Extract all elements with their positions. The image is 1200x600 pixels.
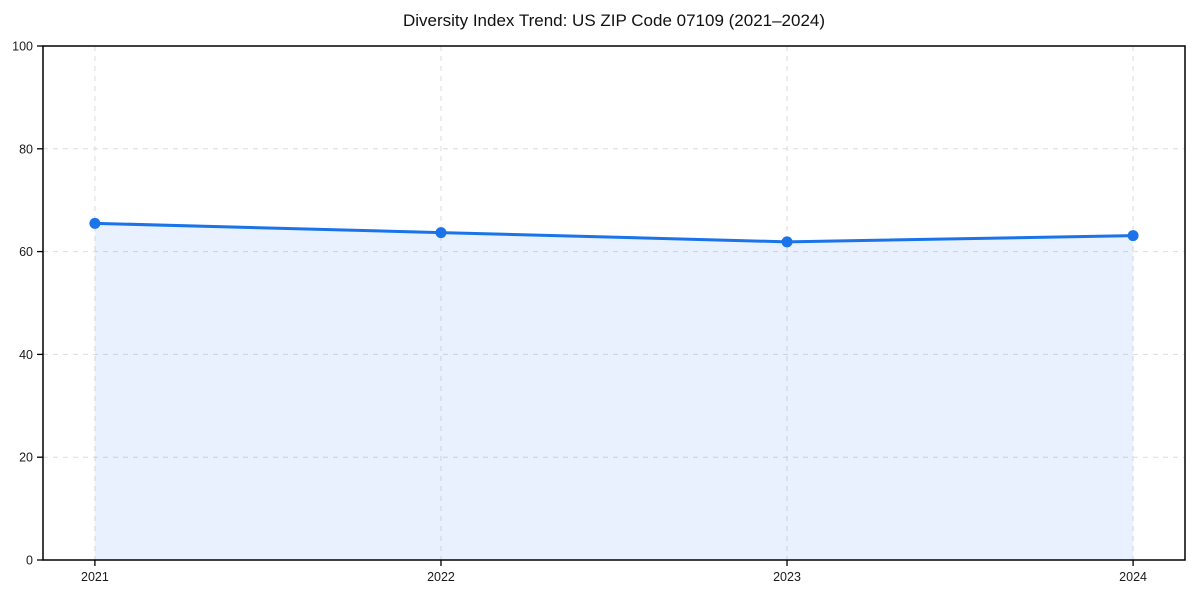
y-tick-label: 0 [26, 554, 33, 568]
trend-line [93, 221, 1135, 244]
y-tick-label: 80 [19, 142, 33, 156]
x-tick-label: 2023 [773, 570, 801, 584]
y-tick-label: 60 [19, 245, 33, 259]
x-tick-label: 2024 [1119, 570, 1147, 584]
data-point [89, 217, 101, 229]
x-tick-label: 2021 [81, 570, 109, 584]
y-tick-label: 40 [19, 348, 33, 362]
area-fill [94, 223, 1134, 560]
chart-title: Diversity Index Trend: US ZIP Code 07109… [402, 11, 826, 30]
plot-border [42, 45, 1186, 561]
y-tick-label: 100 [12, 40, 33, 54]
x-tick-label: 2022 [427, 570, 455, 584]
y-tick-label: 20 [19, 451, 33, 465]
data-point [1127, 230, 1139, 242]
data-point [435, 227, 447, 239]
data-point [781, 236, 793, 248]
